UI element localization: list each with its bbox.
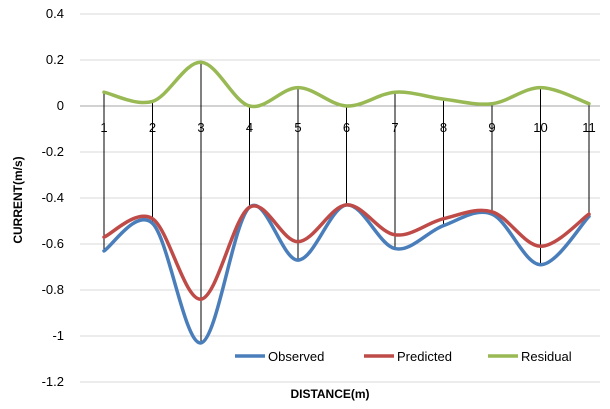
x-tick-label: 4	[246, 120, 253, 135]
x-tick-label: 6	[343, 120, 350, 135]
x-tick-label: 3	[197, 120, 204, 135]
series-line-observed	[104, 205, 589, 343]
x-tick-labels: 1 2 3 4 5 6 7 8 9 10 11	[100, 120, 595, 135]
x-tick-label: 2	[149, 120, 156, 135]
y-tick-label: -1.2	[42, 374, 64, 389]
series-line-residual	[104, 62, 589, 106]
x-tick-label: 5	[294, 120, 301, 135]
x-tick-label: 1	[100, 120, 107, 135]
gridlines	[80, 14, 600, 382]
y-tick-label: -1	[52, 328, 64, 343]
y-tick-label: -0.2	[42, 144, 64, 159]
x-tick-label: 11	[582, 120, 596, 135]
x-tick-label: 10	[533, 120, 547, 135]
legend-label-observed: Observed	[268, 349, 324, 364]
x-axis-title: DISTANCE(m)	[290, 387, 369, 401]
legend-label-predicted: Predicted	[397, 349, 452, 364]
y-tick-label: -0.6	[42, 236, 64, 251]
y-tick-label: 0.4	[46, 6, 64, 21]
y-tick-label: -0.4	[42, 190, 64, 205]
y-tick-label: -0.8	[42, 282, 64, 297]
x-tick-label: 9	[488, 120, 495, 135]
legend: Observed Predicted Residual	[235, 349, 572, 364]
legend-label-residual: Residual	[521, 349, 572, 364]
y-tick-labels: 0.4 0.2 0 -0.2 -0.4 -0.6 -0.8 -1 -1.2	[42, 6, 64, 389]
x-tick-label: 7	[391, 120, 398, 135]
y-axis-title: CURRENT(m/s)	[11, 156, 25, 243]
y-tick-label: 0	[57, 98, 64, 113]
y-tick-label: 0.2	[46, 52, 64, 67]
x-tick-label: 8	[440, 120, 447, 135]
